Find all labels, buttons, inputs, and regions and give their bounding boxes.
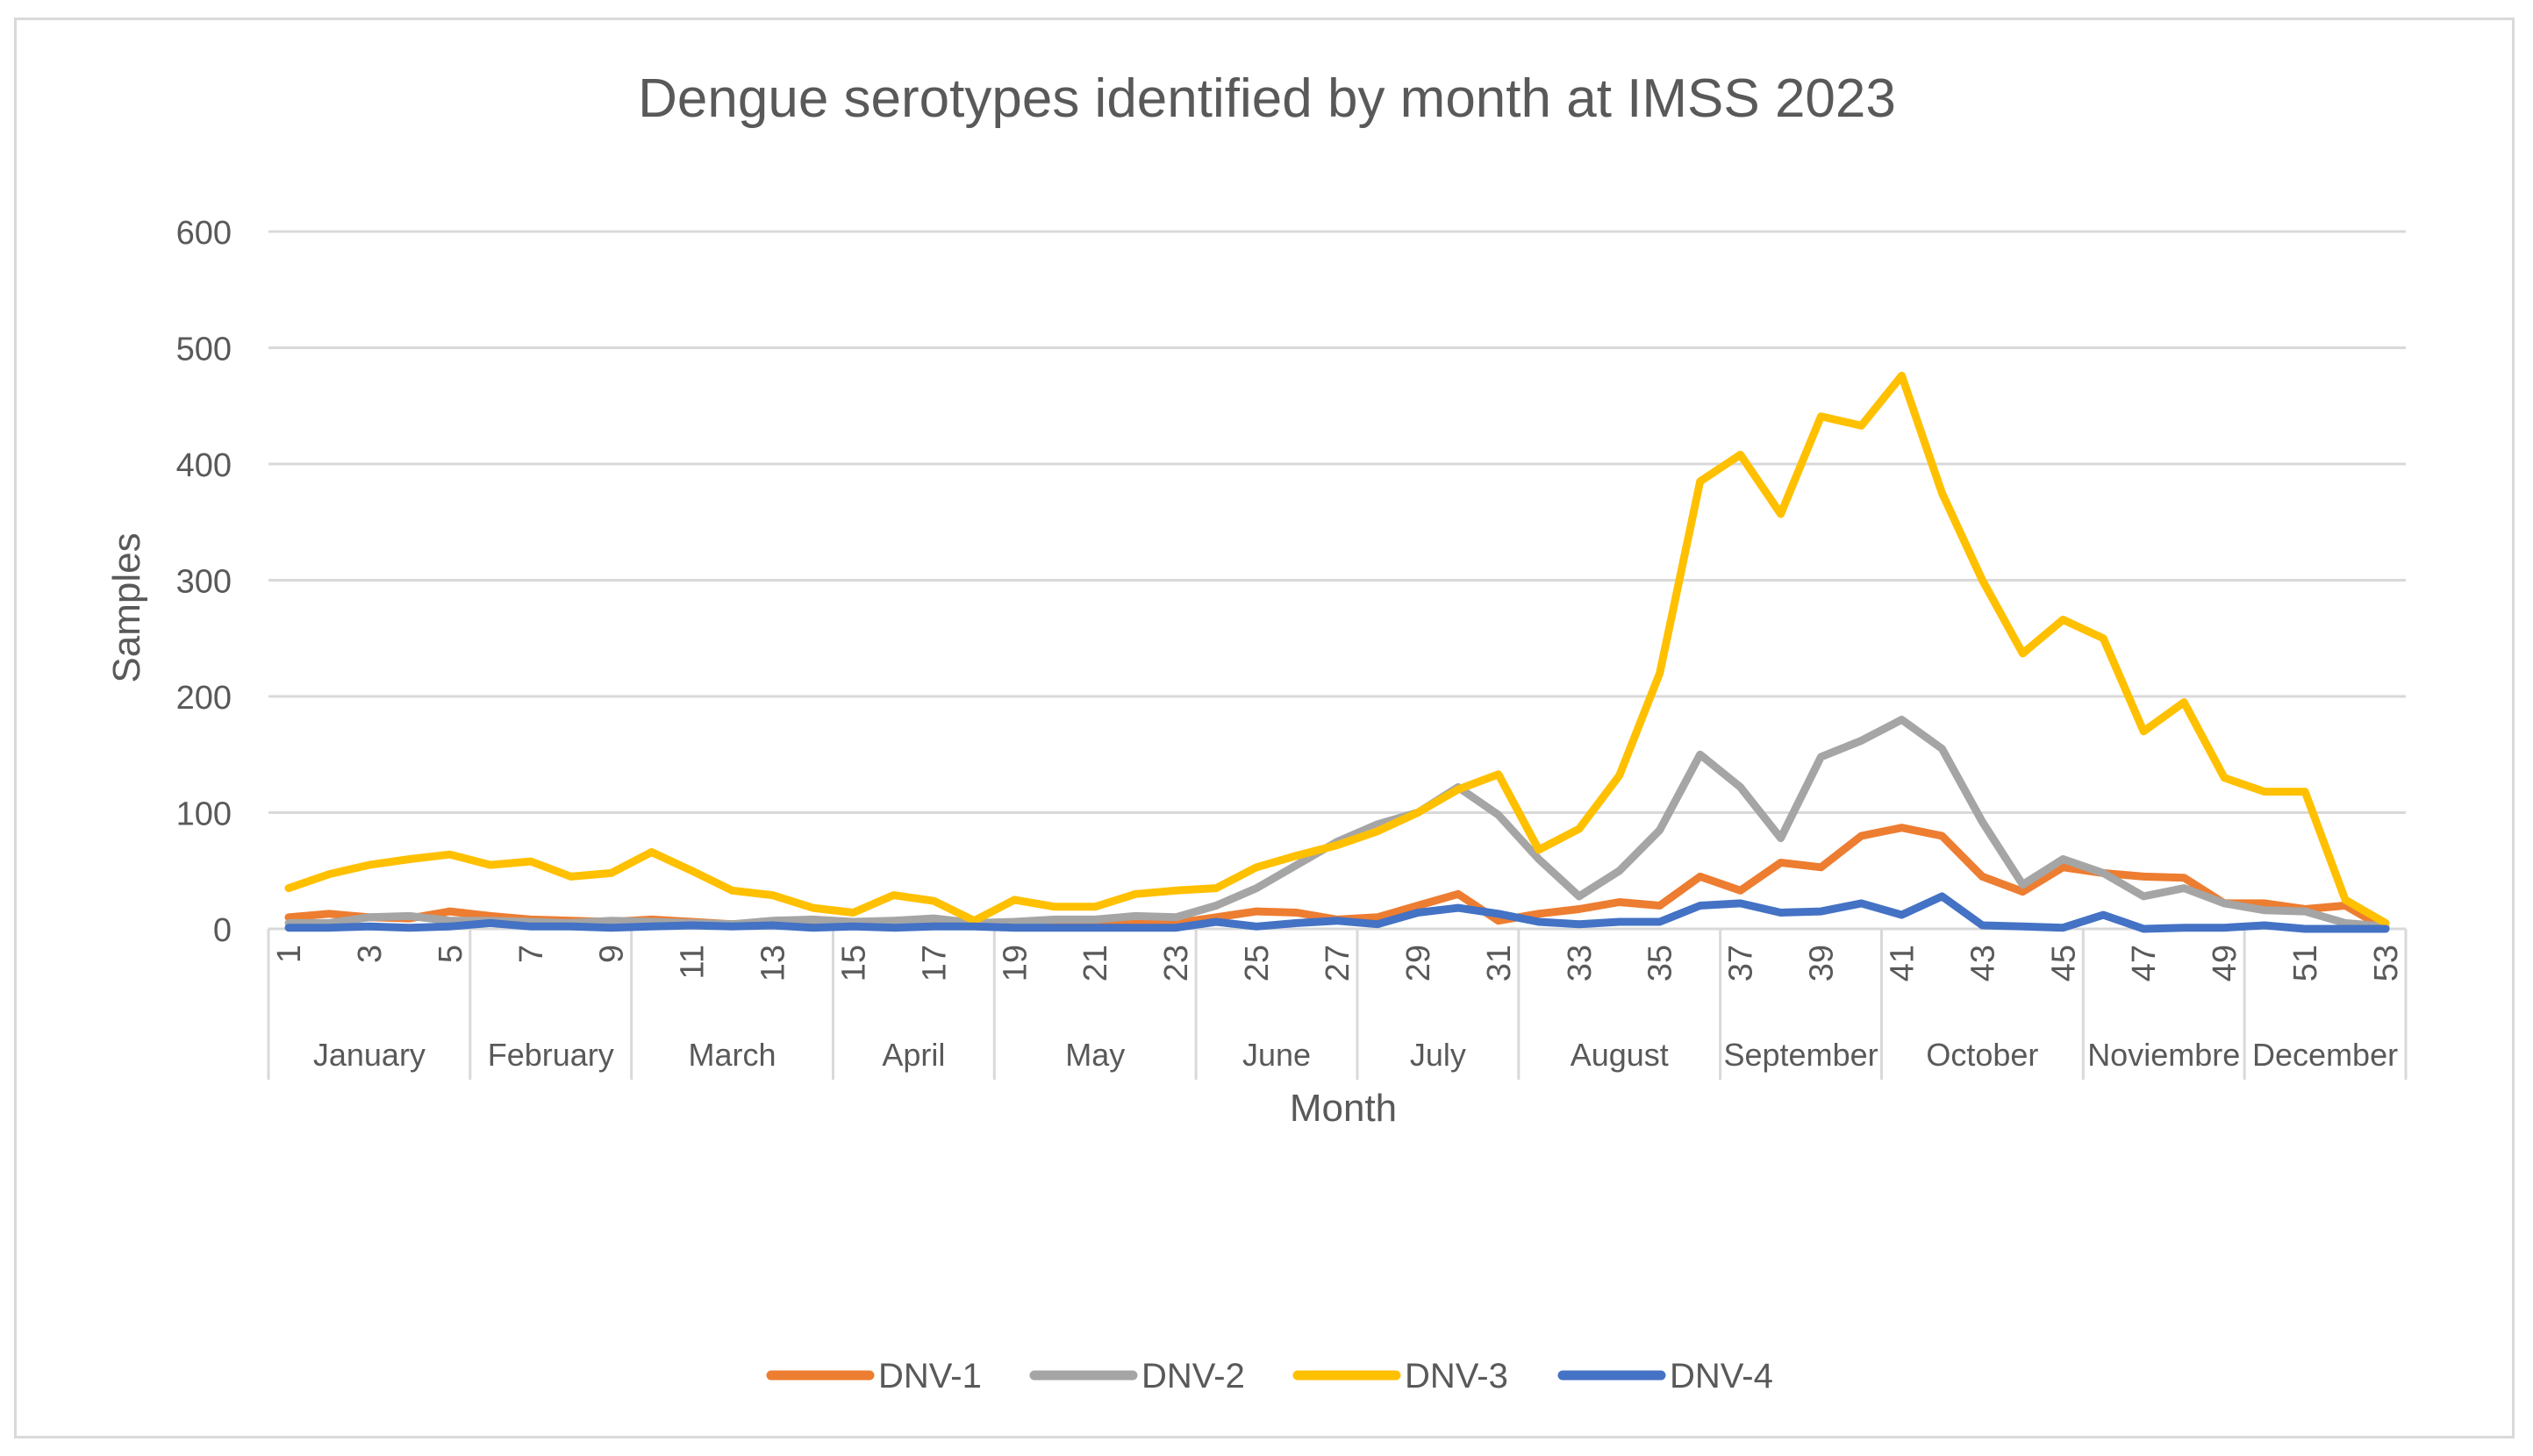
y-tick-label: 300	[176, 564, 232, 601]
month-label: January	[313, 1037, 426, 1073]
y-tick-label: 0	[213, 912, 232, 949]
month-label: May	[1065, 1037, 1125, 1073]
legend-label: DNV-1	[878, 1357, 982, 1395]
x-tick-label: 29	[1400, 945, 1437, 981]
x-tick-label: 1	[271, 945, 308, 963]
x-tick-label: 41	[1884, 945, 1921, 981]
month-label: April	[882, 1037, 945, 1073]
x-tick-label: 15	[835, 945, 872, 981]
legend-label: DNV-4	[1670, 1357, 1773, 1395]
y-axis-ticks: 0 100 200 300 400 500 600	[176, 215, 232, 949]
month-label: September	[1724, 1037, 1878, 1073]
x-tick-label: 9	[594, 945, 631, 963]
x-tick-label: 47	[2126, 945, 2163, 981]
series-line-dnv-4	[284, 892, 2390, 933]
gridlines	[268, 230, 2406, 931]
x-tick-label: 35	[1642, 945, 1679, 981]
x-tick-label: 5	[433, 945, 469, 963]
month-label: August	[1571, 1037, 1669, 1073]
x-tick-label: 13	[755, 945, 792, 981]
month-label: March	[689, 1037, 776, 1073]
x-tick-label: 45	[2045, 945, 2082, 981]
legend-label: DNV-3	[1405, 1357, 1508, 1395]
x-axis-title: Month	[1290, 1087, 1397, 1130]
x-tick-label: 21	[1077, 945, 1114, 981]
month-label: July	[1410, 1037, 1466, 1073]
x-axis: 1 3 5 7 9 11 13 15 17 19 21 23 25 27 29 31 33 35 37 39 41 43 4…	[267, 929, 2408, 1080]
x-tick-label: 23	[1158, 945, 1195, 981]
x-tick-label: 11	[675, 945, 712, 979]
series-lines	[284, 371, 2390, 933]
x-tick-label: 7	[513, 945, 550, 963]
x-tick-label: 43	[1964, 945, 2001, 981]
legend: DNV-1 DNV-2 DNV-3 DNV-4	[766, 1357, 1773, 1395]
x-tick-label: 19	[997, 945, 1034, 981]
x-tick-label: 17	[916, 945, 953, 981]
x-tick-label: 3	[352, 945, 389, 963]
x-tick-label: 51	[2287, 945, 2324, 981]
month-label: June	[1242, 1037, 1311, 1073]
month-label: February	[488, 1037, 614, 1073]
y-tick-label: 500	[176, 332, 232, 368]
x-tick-label: 33	[1562, 945, 1599, 981]
y-tick-label: 400	[176, 447, 232, 484]
chart-title: Dengue serotypes identified by month at …	[638, 68, 1896, 129]
y-axis-title: Samples	[105, 532, 148, 682]
month-label: Noviembre	[2087, 1037, 2240, 1073]
line-chart: Dengue serotypes identified by month at …	[105, 68, 2408, 1395]
y-tick-label: 200	[176, 680, 232, 717]
month-label: December	[2252, 1037, 2398, 1073]
x-tick-label: 25	[1239, 945, 1276, 981]
x-tick-label: 49	[2207, 945, 2243, 981]
x-tick-label: 53	[2368, 945, 2405, 981]
x-tick-label: 27	[1320, 945, 1356, 981]
chart-container: Dengue serotypes identified by month at …	[14, 18, 2515, 1438]
y-tick-label: 600	[176, 215, 232, 252]
series-line-dnv-2	[284, 716, 2390, 931]
y-tick-label: 100	[176, 796, 232, 833]
month-label: October	[1926, 1037, 2038, 1073]
x-tick-label: 37	[1723, 945, 1760, 981]
legend-label: DNV-2	[1141, 1357, 1245, 1395]
x-tick-label: 31	[1481, 945, 1518, 981]
x-tick-label: 39	[1804, 945, 1841, 981]
series-line-dnv-3	[284, 371, 2390, 927]
